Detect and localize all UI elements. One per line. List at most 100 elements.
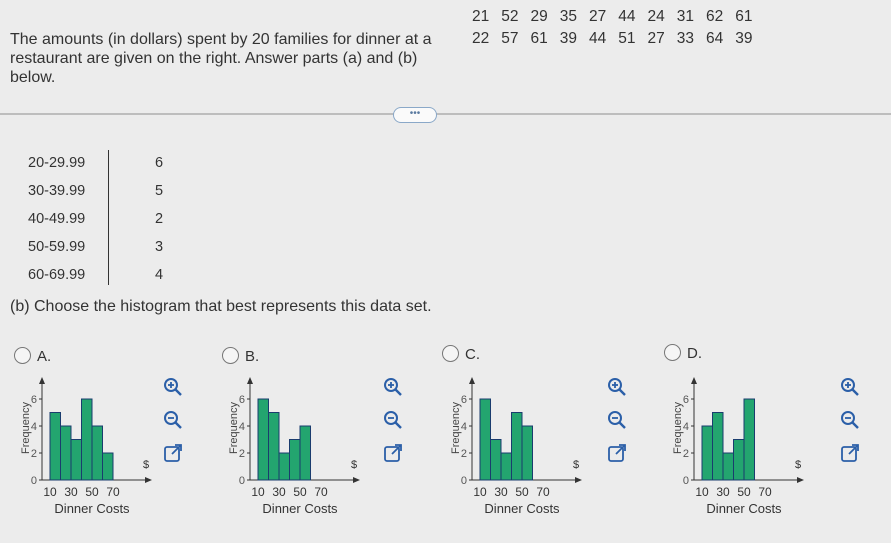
external-link-icon[interactable] <box>383 443 403 463</box>
x-tick-label: 50 <box>515 485 529 499</box>
x-tick-label: 30 <box>494 485 508 499</box>
y-tick-label: 2 <box>461 448 467 460</box>
x-axis-title: Dinner Costs <box>706 501 782 516</box>
option-b-label: B. <box>245 348 260 365</box>
y-axis-title: Frequency <box>450 402 462 454</box>
option-a-label: A. <box>37 348 52 365</box>
currency-label: $ <box>795 459 801 471</box>
option-d-radio[interactable] <box>664 344 681 361</box>
histogram-bar <box>81 398 93 481</box>
option-d-tools <box>840 377 860 463</box>
frequency-cell: 6 <box>155 155 164 171</box>
option-b-radio[interactable] <box>222 347 239 364</box>
y-axis-title: Frequency <box>20 402 32 454</box>
histogram-bar <box>289 439 301 481</box>
zoom-out-icon[interactable] <box>383 410 403 430</box>
histogram-bar <box>257 398 269 481</box>
x-tick-label: 70 <box>314 485 328 499</box>
dataset-row-1: 21 52 29 35 27 44 24 31 62 61 <box>472 8 753 25</box>
currency-label: $ <box>143 459 149 471</box>
histogram-bar <box>500 452 512 481</box>
histogram-bar <box>511 412 523 481</box>
y-axis-arrow <box>469 377 475 384</box>
histogram-bar <box>49 412 61 481</box>
option-d[interactable]: D. <box>664 344 702 362</box>
zoom-out-icon[interactable] <box>163 410 183 430</box>
x-tick-label: 30 <box>272 485 286 499</box>
frequency-cell: 5 <box>155 183 164 199</box>
x-axis-arrow <box>797 477 804 483</box>
histogram-bar <box>479 398 491 481</box>
option-a[interactable]: A. <box>14 347 51 365</box>
option-d-label: D. <box>687 345 702 362</box>
x-axis-title: Dinner Costs <box>484 501 560 516</box>
option-c[interactable]: C. <box>442 345 480 363</box>
x-tick-label: 30 <box>64 485 78 499</box>
y-tick-label: 0 <box>683 475 689 487</box>
histogram-bar <box>70 439 82 481</box>
y-tick-label: 0 <box>239 475 245 487</box>
x-axis-arrow <box>145 477 152 483</box>
zoom-out-icon[interactable] <box>840 410 860 430</box>
x-tick-label: 50 <box>293 485 307 499</box>
currency-label: $ <box>351 459 357 471</box>
zoom-out-icon[interactable] <box>607 410 627 430</box>
y-tick-label: 2 <box>31 448 37 460</box>
y-tick-label: 0 <box>31 475 37 487</box>
histogram-bar <box>278 452 290 481</box>
x-axis-title: Dinner Costs <box>54 501 130 516</box>
histogram-bar <box>102 452 114 481</box>
external-link-icon[interactable] <box>163 443 183 463</box>
x-tick-label: 50 <box>737 485 751 499</box>
histogram-d: 0 2 4 6 10 30 50 70 $ Dinner Costs Frequency <box>672 377 804 516</box>
zoom-in-icon[interactable] <box>840 377 860 397</box>
y-tick-label: 4 <box>239 421 245 433</box>
option-c-radio[interactable] <box>442 345 459 362</box>
x-tick-label: 10 <box>695 485 709 499</box>
y-axis-arrow <box>39 377 45 384</box>
frequency-table-ranges: 20-29.99 30-39.99 40-49.99 50-59.99 60-6… <box>28 149 85 289</box>
histogram-a: 0 2 4 6 10 30 50 70 $ Dinner Costs Frequency <box>20 377 152 516</box>
x-tick-label: 50 <box>85 485 99 499</box>
histogram-bar <box>701 425 713 481</box>
histogram-c: 0 2 4 6 10 30 50 70 $ Dinner Costs Frequency <box>450 377 582 516</box>
external-link-icon[interactable] <box>840 443 860 463</box>
option-c-tools <box>607 377 627 463</box>
option-b-tools <box>383 377 403 463</box>
x-tick-label: 10 <box>473 485 487 499</box>
option-a-radio[interactable] <box>14 347 31 364</box>
y-tick-label: 4 <box>31 421 37 433</box>
range-cell: 20-29.99 <box>28 155 86 171</box>
part-b-prompt: (b) Choose the histogram that best repre… <box>10 298 432 315</box>
histogram-bar <box>490 439 502 481</box>
histogram-bar <box>712 412 724 481</box>
histogram-bar <box>743 398 755 481</box>
y-tick-label: 2 <box>683 448 689 460</box>
y-tick-label: 2 <box>239 448 245 460</box>
y-tick-label: 6 <box>239 394 245 406</box>
x-axis-arrow <box>353 477 360 483</box>
option-b[interactable]: B. <box>222 347 259 365</box>
y-tick-label: 6 <box>461 394 467 406</box>
histogram-bar <box>733 439 745 481</box>
frequency-cell: 4 <box>155 267 164 283</box>
more-button[interactable]: ••• <box>393 107 437 123</box>
histogram-b: 0 2 4 6 10 30 50 70 $ Dinner Costs Frequency <box>228 377 360 516</box>
external-link-icon[interactable] <box>607 443 627 463</box>
zoom-in-icon[interactable] <box>383 377 403 397</box>
table-divider <box>108 150 109 285</box>
x-tick-label: 70 <box>106 485 120 499</box>
dataset-row-2: 22 57 61 39 44 51 27 33 64 39 <box>472 30 753 47</box>
y-axis-title: Frequency <box>228 402 240 454</box>
zoom-in-icon[interactable] <box>607 377 627 397</box>
y-tick-label: 4 <box>683 421 689 433</box>
x-tick-label: 10 <box>43 485 57 499</box>
x-axis-title: Dinner Costs <box>262 501 338 516</box>
y-axis-arrow <box>691 377 697 384</box>
y-tick-label: 4 <box>461 421 467 433</box>
y-tick-label: 6 <box>683 394 689 406</box>
x-tick-label: 70 <box>536 485 550 499</box>
section-divider <box>0 113 891 115</box>
zoom-in-icon[interactable] <box>163 377 183 397</box>
x-tick-label: 10 <box>251 485 265 499</box>
